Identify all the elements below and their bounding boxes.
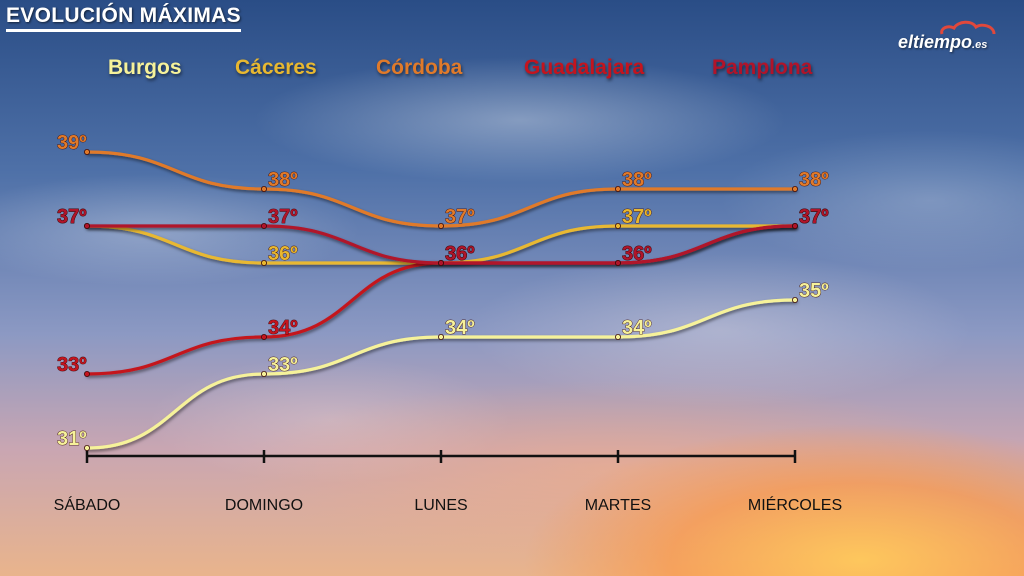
legend-guadalajara: Guadalajara	[524, 56, 645, 79]
point-burgos-sabado	[84, 444, 91, 451]
page-title: EVOLUCIÓN MÁXIMAS	[6, 4, 241, 32]
value-label-pamplona-martes: 36º	[622, 243, 652, 265]
legend-caceres: Cáceres	[235, 56, 317, 79]
series-line-pamplona	[85, 224, 797, 265]
x-axis: SÁBADO DOMINGO LUNES MARTES MIÉRCOLES	[54, 450, 842, 514]
value-label-cordoba-miercoles: 38º	[799, 169, 829, 191]
series-layer	[84, 148, 799, 451]
point-cordoba-domingo	[260, 185, 267, 192]
point-burgos-domingo	[260, 370, 267, 377]
point-cordoba-miercoles	[792, 185, 799, 192]
value-label-guadalajara-sabado: 33º	[57, 354, 87, 376]
value-label-cordoba-sabado: 39º	[57, 132, 87, 154]
label-layer: 31º 33º 34º 34º 35º 37º 36º 36º 37º 37º 39º 38º 37º 3…	[57, 132, 829, 451]
point-guadalajara-sabado	[84, 370, 91, 377]
value-label-guadalajara-martes: 36º	[622, 243, 652, 265]
point-burgos-miercoles	[792, 296, 799, 303]
value-label-caceres-martes: 37º	[622, 206, 652, 228]
value-label-burgos-domingo: 33º	[268, 354, 298, 376]
x-tick-label-miercoles: MIÉRCOLES	[748, 495, 842, 514]
value-label-cordoba-martes: 38º	[622, 169, 652, 191]
series-line-cordoba	[85, 150, 797, 228]
eltiempo-logo: eltiempo.es	[898, 20, 1010, 56]
value-label-caceres-lunes: 36º	[445, 243, 475, 265]
value-label-pamplona-miercoles: 37º	[799, 206, 829, 228]
value-label-pamplona-sabado: 37º	[57, 206, 87, 228]
series-line-guadalajara	[85, 224, 797, 376]
value-label-burgos-lunes: 34º	[445, 317, 475, 339]
point-pamplona-martes	[615, 259, 622, 266]
point-pamplona-domingo	[260, 222, 267, 229]
point-burgos-martes	[615, 333, 622, 340]
point-pamplona-lunes	[437, 259, 444, 266]
logo-text: eltiempo.es	[898, 32, 987, 53]
series-line-caceres	[85, 224, 797, 265]
point-pamplona-miercoles	[792, 222, 799, 229]
point-burgos-lunes	[437, 333, 444, 340]
value-label-burgos-martes: 34º	[622, 317, 652, 339]
value-label-guadalajara-lunes: 36º	[445, 243, 475, 265]
value-label-caceres-sabado: 37º	[57, 206, 87, 228]
x-tick-label-domingo: DOMINGO	[225, 497, 303, 514]
x-tick-label-sabado: SÁBADO	[54, 495, 121, 514]
value-label-caceres-domingo: 36º	[268, 243, 298, 265]
value-label-caceres-miercoles: 37º	[799, 206, 829, 228]
value-label-burgos-sabado: 31º	[57, 428, 87, 450]
series-line-burgos	[85, 298, 797, 450]
legend-burgos: Burgos	[108, 56, 182, 79]
x-tick-label-martes: MARTES	[585, 497, 651, 514]
point-cordoba-lunes	[437, 222, 444, 229]
value-label-pamplona-domingo: 37º	[268, 206, 298, 228]
legend-cordoba: Córdoba	[376, 56, 463, 79]
value-label-pamplona-lunes: 36º	[445, 243, 475, 265]
logo-name: eltiempo	[898, 32, 973, 52]
point-guadalajara-domingo	[260, 333, 267, 340]
value-label-guadalajara-miercoles: 37º	[799, 206, 829, 228]
cloud-icon	[940, 20, 996, 35]
value-label-burgos-miercoles: 35º	[799, 280, 829, 302]
value-label-cordoba-domingo: 38º	[268, 169, 298, 191]
point-cordoba-sabado	[84, 148, 91, 155]
value-label-guadalajara-domingo: 34º	[268, 317, 298, 339]
point-caceres-domingo	[260, 259, 267, 266]
legend-pamplona: Pamplona	[712, 56, 813, 79]
point-caceres-martes	[615, 222, 622, 229]
point-pamplona-sabado	[84, 222, 91, 229]
value-label-cordoba-lunes: 37º	[445, 206, 475, 228]
logo-suffix: .es	[972, 39, 988, 51]
x-tick-label-lunes: LUNES	[414, 497, 467, 514]
point-cordoba-martes	[615, 185, 622, 192]
